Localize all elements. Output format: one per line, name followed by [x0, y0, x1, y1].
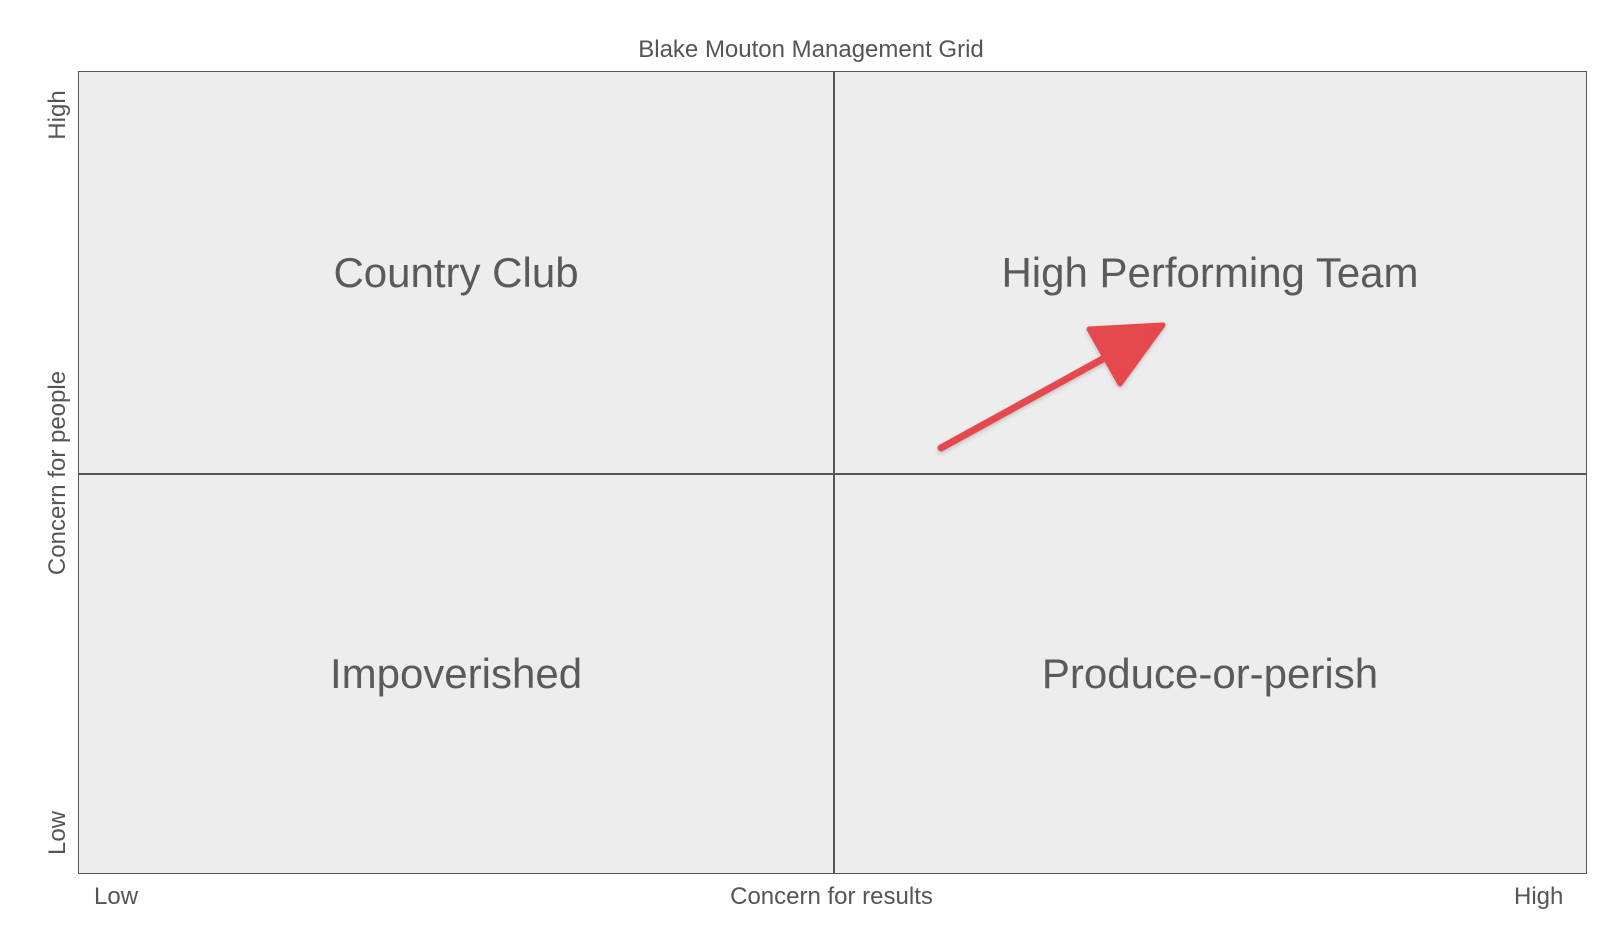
quadrant-impoverished: Impoverished: [79, 474, 833, 874]
quadrant-label-produce-or-perish: Produce-or-perish: [1041, 650, 1379, 697]
y-axis-low-label: Low: [44, 810, 71, 856]
vertical-divider: [833, 72, 835, 873]
diagram-title: Blake Mouton Management Grid: [638, 36, 984, 63]
quadrant-label-country-club: Country Club: [333, 248, 579, 296]
quadrant-produce-or-perish: Produce-or-perish: [834, 474, 1586, 874]
management-grid: Country Club High Performing Team Impove…: [78, 71, 1587, 874]
quadrant-country-club: Country Club: [79, 72, 833, 473]
quadrant-label-high-performing-team: High Performing Team: [1001, 248, 1419, 296]
quadrant-high-performing-team: High Performing Team: [834, 72, 1586, 473]
y-axis-title: Concern for people: [44, 370, 71, 576]
x-axis-title: Concern for results: [730, 883, 933, 910]
y-axis-high-label: High: [44, 90, 71, 140]
x-axis-low-label: Low: [94, 883, 139, 910]
x-axis-high-label: High: [1514, 883, 1564, 910]
quadrant-label-impoverished: Impoverished: [329, 650, 583, 697]
horizontal-divider: [79, 473, 1586, 475]
